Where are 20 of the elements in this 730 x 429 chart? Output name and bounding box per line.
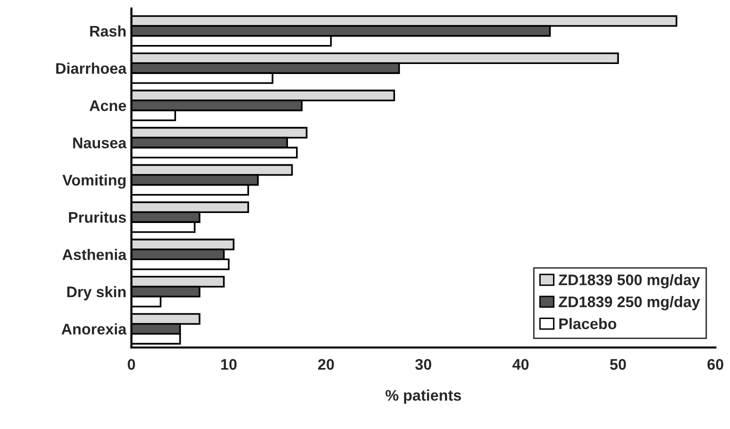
y-tick-label: Vomiting: [62, 174, 126, 189]
y-tick-label: Anorexia: [62, 323, 127, 335]
x-tick-label: 20: [318, 359, 334, 370]
x-axis-title: % patients: [386, 390, 461, 404]
y-tick-label: Dry skin: [67, 286, 126, 300]
x-tick-label: 40: [512, 359, 529, 370]
y-tick-label: Acne: [90, 100, 126, 112]
y-tick-label: Nausea: [73, 138, 127, 148]
legend-label: ZD1839 250 mg/day: [558, 296, 700, 310]
x-tick-label: 0: [128, 359, 136, 370]
y-tick-label: Diarrhoea: [56, 62, 127, 74]
legend-label: Placebo: [559, 318, 616, 330]
legend-label: ZD1839 500 mg/day: [558, 274, 700, 288]
x-tick-label: 60: [707, 359, 724, 370]
x-tick-label: 10: [221, 359, 237, 370]
y-tick-label: Pruritus: [68, 212, 126, 223]
x-tick-label: 30: [415, 359, 432, 370]
y-tick-label: Asthenia: [62, 248, 127, 260]
x-tick-label: 50: [610, 359, 626, 370]
y-tick-label: Rash: [90, 25, 126, 37]
